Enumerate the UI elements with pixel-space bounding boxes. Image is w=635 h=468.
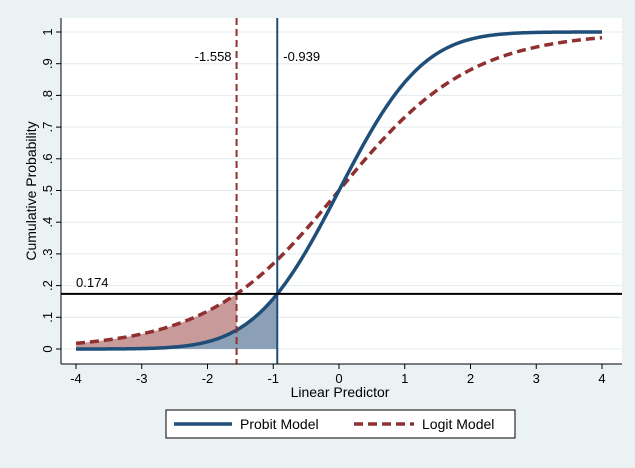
reference-lines: [61, 18, 622, 364]
legend: Probit Model Logit Model: [165, 409, 516, 439]
horizontal-reference-label-0: 0.174: [76, 275, 109, 290]
gridlines: [61, 31, 622, 350]
x-tick-label-2: -2: [202, 371, 214, 386]
shaded-region-logit-model: [76, 293, 237, 349]
x-tick-label-4: 0: [335, 371, 342, 386]
axes: [56, 18, 622, 369]
legend-label-logit: Logit Model: [422, 416, 494, 432]
y-tick-label-4: .4: [40, 217, 55, 228]
y-tick-label-8: .8: [40, 90, 55, 101]
y-axis-title: Cumulative Probability: [23, 121, 39, 260]
y-tick-label-0: 0: [40, 345, 55, 352]
y-tick-label-3: .3: [40, 248, 55, 259]
x-axis-title: Linear Predictor: [291, 384, 390, 400]
y-tick-label-9: .9: [40, 58, 55, 69]
x-tick-label-8: 4: [598, 371, 605, 386]
curve-probit-model: [75, 30, 603, 351]
y-tick-label-5: .5: [40, 185, 55, 196]
y-tick-label-1: .1: [40, 312, 55, 323]
legend-label-probit: Probit Model: [240, 416, 319, 432]
tick-labels: -4 -3 -2 -1 0 1 2 3 4 0 .1 .2 .3 .4 .5 .6 .7 .8 .9 1: [40, 28, 606, 386]
y-tick-label-10: 1: [40, 28, 55, 35]
vertical-reference-label-1: -0.939: [283, 49, 320, 64]
x-tick-label-7: 3: [533, 371, 540, 386]
x-tick-label-6: 2: [467, 371, 474, 386]
x-tick-label-1: -3: [136, 371, 148, 386]
x-tick-label-3: -1: [267, 371, 279, 386]
reference-labels: -1.558 -0.939 0.174: [76, 49, 320, 290]
y-tick-label-7: .7: [40, 122, 55, 133]
y-tick-label-6: .6: [40, 153, 55, 164]
x-tick-label-0: -4: [70, 371, 82, 386]
y-tick-label-2: .2: [40, 280, 55, 291]
curves: [75, 30, 603, 351]
x-tick-label-5: 1: [401, 371, 408, 386]
vertical-reference-label-0: -1.558: [195, 49, 232, 64]
